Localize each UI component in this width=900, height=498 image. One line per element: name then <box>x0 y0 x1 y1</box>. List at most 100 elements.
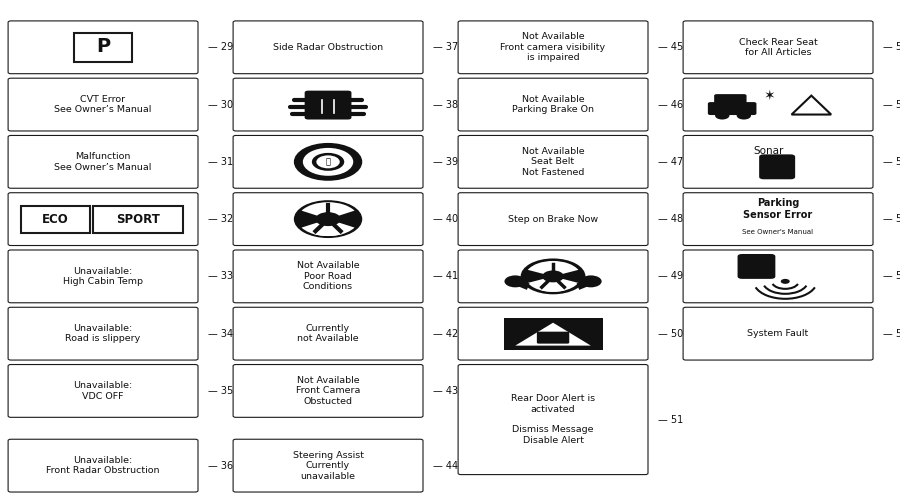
FancyBboxPatch shape <box>760 154 796 179</box>
Text: 🚗: 🚗 <box>326 157 330 166</box>
FancyBboxPatch shape <box>458 78 648 131</box>
FancyBboxPatch shape <box>8 78 198 131</box>
FancyBboxPatch shape <box>458 250 648 303</box>
Text: — 44: — 44 <box>433 461 458 471</box>
FancyBboxPatch shape <box>233 439 423 492</box>
Text: — 33: — 33 <box>208 271 233 281</box>
FancyBboxPatch shape <box>683 135 873 188</box>
Text: — 30: — 30 <box>208 100 233 110</box>
Text: — 39: — 39 <box>433 157 458 167</box>
Circle shape <box>315 212 341 226</box>
FancyBboxPatch shape <box>8 250 198 303</box>
Circle shape <box>543 270 563 282</box>
Text: — 53: — 53 <box>883 100 900 110</box>
Text: Not Available
Front Camera
Obstucted: Not Available Front Camera Obstucted <box>296 376 360 406</box>
FancyBboxPatch shape <box>304 91 351 120</box>
Wedge shape <box>541 276 579 292</box>
FancyBboxPatch shape <box>8 193 198 246</box>
Text: See Owner's Manual: See Owner's Manual <box>742 229 814 235</box>
Text: — 48: — 48 <box>658 214 683 224</box>
FancyBboxPatch shape <box>21 206 90 233</box>
Circle shape <box>302 148 353 176</box>
Text: ECO: ECO <box>42 213 68 226</box>
Text: — 57: — 57 <box>883 329 900 339</box>
Text: SPORT: SPORT <box>116 213 160 226</box>
Text: Not Available
Front camera visibility
is impaired: Not Available Front camera visibility is… <box>500 32 606 62</box>
Text: — 29: — 29 <box>208 42 233 52</box>
Circle shape <box>580 275 601 287</box>
Text: — 56: — 56 <box>883 271 900 281</box>
FancyBboxPatch shape <box>683 21 873 74</box>
FancyBboxPatch shape <box>8 365 198 417</box>
Text: Not Available
Seat Belt
Not Fastened: Not Available Seat Belt Not Fastened <box>522 147 584 177</box>
Circle shape <box>317 155 340 168</box>
Text: — 49: — 49 <box>658 271 683 281</box>
Text: Unavailable:
Front Radar Obstruction: Unavailable: Front Radar Obstruction <box>46 456 160 475</box>
Text: — 54: — 54 <box>883 157 900 167</box>
FancyBboxPatch shape <box>74 33 131 62</box>
Text: Currently
not Available: Currently not Available <box>297 324 359 343</box>
FancyBboxPatch shape <box>233 250 423 303</box>
Text: — 40: — 40 <box>433 214 458 224</box>
FancyBboxPatch shape <box>233 365 423 417</box>
Circle shape <box>736 112 752 120</box>
Circle shape <box>715 112 729 120</box>
FancyBboxPatch shape <box>458 193 648 246</box>
Text: — 31: — 31 <box>208 157 233 167</box>
Text: Rear Door Alert is
activated
 
Dismiss Message
Disable Alert: Rear Door Alert is activated Dismiss Mes… <box>511 394 595 445</box>
FancyBboxPatch shape <box>233 78 423 131</box>
Wedge shape <box>313 219 355 236</box>
Text: ✶: ✶ <box>763 89 775 103</box>
Text: — 45: — 45 <box>658 42 683 52</box>
FancyBboxPatch shape <box>94 206 184 233</box>
Text: Steering Assist
Currently
unavailable: Steering Assist Currently unavailable <box>292 451 364 481</box>
Text: — 37: — 37 <box>433 42 458 52</box>
Text: — 34: — 34 <box>208 329 233 339</box>
Text: — 36: — 36 <box>208 461 233 471</box>
FancyBboxPatch shape <box>8 307 198 360</box>
FancyBboxPatch shape <box>8 21 198 74</box>
Text: — 47: — 47 <box>658 157 683 167</box>
Text: Parking
Sensor Error: Parking Sensor Error <box>743 198 813 220</box>
FancyBboxPatch shape <box>683 250 873 303</box>
Circle shape <box>293 200 362 238</box>
FancyBboxPatch shape <box>458 307 648 360</box>
Wedge shape <box>302 219 344 236</box>
FancyBboxPatch shape <box>683 78 873 131</box>
Circle shape <box>312 153 344 171</box>
FancyBboxPatch shape <box>737 254 776 279</box>
Polygon shape <box>515 323 590 346</box>
Text: System Fault: System Fault <box>747 329 809 338</box>
Circle shape <box>781 279 790 284</box>
FancyBboxPatch shape <box>458 135 648 188</box>
Text: Side Radar Obstruction: Side Radar Obstruction <box>273 43 383 52</box>
Text: Not Available
Parking Brake On: Not Available Parking Brake On <box>512 95 594 114</box>
Wedge shape <box>302 202 355 219</box>
Text: — 42: — 42 <box>433 329 458 339</box>
FancyBboxPatch shape <box>233 307 423 360</box>
Wedge shape <box>527 276 565 292</box>
FancyBboxPatch shape <box>233 193 423 246</box>
Circle shape <box>293 143 362 181</box>
FancyBboxPatch shape <box>233 135 423 188</box>
Text: — 51: — 51 <box>658 414 683 425</box>
FancyBboxPatch shape <box>8 135 198 188</box>
Text: Check Rear Seat
for All Articles: Check Rear Seat for All Articles <box>739 38 817 57</box>
Text: P: P <box>96 37 110 56</box>
FancyBboxPatch shape <box>707 102 757 115</box>
Text: — 35: — 35 <box>208 386 233 396</box>
Text: — 32: — 32 <box>208 214 233 224</box>
Text: Not Available
Poor Road
Conditions: Not Available Poor Road Conditions <box>297 261 359 291</box>
Bar <box>504 318 603 350</box>
Circle shape <box>504 275 526 287</box>
Text: Unavailable:
VDC OFF: Unavailable: VDC OFF <box>74 381 132 400</box>
Text: Sonar: Sonar <box>754 146 784 156</box>
Text: — 52: — 52 <box>883 42 900 52</box>
FancyBboxPatch shape <box>8 439 198 492</box>
FancyBboxPatch shape <box>715 94 747 105</box>
Text: CVT Error
See Owner’s Manual: CVT Error See Owner’s Manual <box>54 95 152 114</box>
Text: Unavailable:
High Cabin Temp: Unavailable: High Cabin Temp <box>63 267 143 286</box>
FancyBboxPatch shape <box>683 307 873 360</box>
Text: Unavailable:
Road is slippery: Unavailable: Road is slippery <box>66 324 140 343</box>
FancyBboxPatch shape <box>536 332 569 344</box>
